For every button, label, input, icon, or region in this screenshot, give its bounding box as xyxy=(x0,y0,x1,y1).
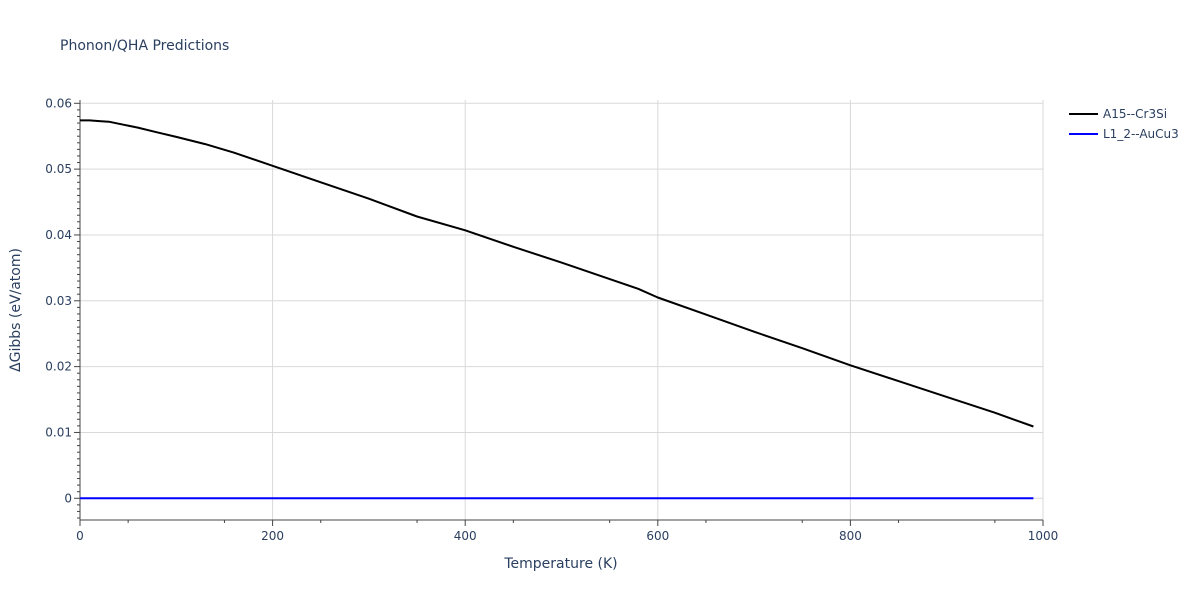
y-tick-label: 0.03 xyxy=(45,294,72,308)
y-tick-label: 0.02 xyxy=(45,360,72,374)
legend-item[interactable]: L1_2--AuCu3 xyxy=(1069,127,1179,141)
y-tick-label: 0.05 xyxy=(45,162,72,176)
y-tick-label: 0 xyxy=(64,491,72,505)
legend-item[interactable]: A15--Cr3Si xyxy=(1069,107,1167,121)
y-tick-label: 0.01 xyxy=(45,425,72,439)
y-axis-title: ΔGibbs (eV/atom) xyxy=(8,248,24,372)
tick-labels: 0 200 400 600 800 1000 0 0.01 0.02 0.03 0.04 0.05 0.… xyxy=(45,96,1058,543)
chart-title: Phonon/QHA Predictions xyxy=(60,38,229,54)
x-tick-label: 200 xyxy=(261,529,284,543)
y-tick-label: 0.04 xyxy=(45,228,72,242)
legend[interactable]: A15--Cr3Si L1_2--AuCu3 xyxy=(1069,107,1179,141)
legend-label: A15--Cr3Si xyxy=(1103,107,1167,121)
x-axis-title: Temperature (K) xyxy=(503,556,617,572)
x-tick-label: 1000 xyxy=(1028,529,1059,543)
x-tick-label: 600 xyxy=(646,529,669,543)
grid-lines xyxy=(80,100,1044,520)
x-tick-label: 800 xyxy=(839,529,862,543)
legend-label: L1_2--AuCu3 xyxy=(1103,127,1179,141)
axes xyxy=(74,100,1044,526)
series-line-0 xyxy=(80,119,1034,428)
y-tick-label: 0.06 xyxy=(45,96,72,110)
x-tick-label: 0 xyxy=(76,529,84,543)
series-lines xyxy=(80,119,1034,500)
x-tick-label: 400 xyxy=(454,529,477,543)
